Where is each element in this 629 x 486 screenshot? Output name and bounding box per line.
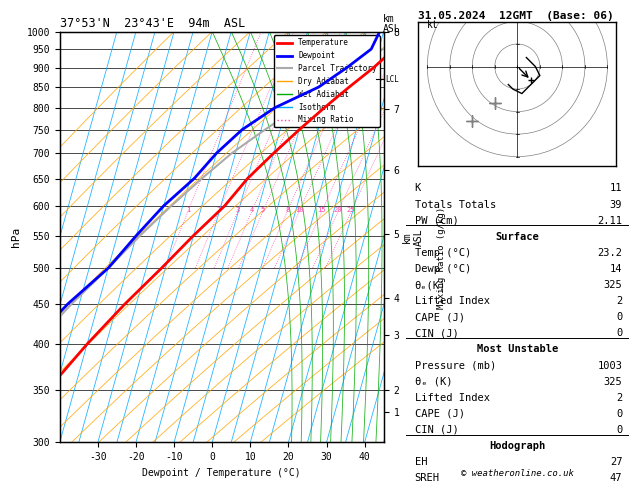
Text: 2: 2: [616, 393, 622, 403]
Text: Mixing Ratio (g/kg): Mixing Ratio (g/kg): [438, 207, 447, 309]
Text: 8: 8: [285, 207, 289, 212]
Text: Lifted Index: Lifted Index: [415, 296, 489, 306]
Text: kt: kt: [427, 20, 439, 30]
Text: 2.11: 2.11: [598, 216, 622, 226]
Text: PW (cm): PW (cm): [415, 216, 459, 226]
Text: 5: 5: [261, 207, 265, 212]
Legend: Temperature, Dewpoint, Parcel Trajectory, Dry Adiabat, Wet Adiabat, Isotherm, Mi: Temperature, Dewpoint, Parcel Trajectory…: [274, 35, 380, 127]
Text: Dewp (°C): Dewp (°C): [415, 264, 471, 274]
Text: 15: 15: [318, 207, 326, 212]
Text: Totals Totals: Totals Totals: [415, 200, 496, 209]
Text: ASL: ASL: [382, 24, 400, 34]
Text: Hodograph: Hodograph: [489, 441, 545, 451]
Text: CAPE (J): CAPE (J): [415, 312, 465, 322]
Text: 0: 0: [616, 312, 622, 322]
Text: 325: 325: [604, 377, 622, 387]
Text: Pressure (mb): Pressure (mb): [415, 361, 496, 370]
Text: SREH: SREH: [415, 473, 440, 483]
Text: 27: 27: [610, 457, 622, 467]
Text: © weatheronline.co.uk: © weatheronline.co.uk: [461, 469, 574, 478]
Text: CAPE (J): CAPE (J): [415, 409, 465, 419]
Text: CIN (J): CIN (J): [415, 329, 459, 338]
Text: Lifted Index: Lifted Index: [415, 393, 489, 403]
Text: 10: 10: [295, 207, 303, 212]
Text: 325: 325: [604, 280, 622, 290]
Text: 1: 1: [186, 207, 190, 212]
Text: Surface: Surface: [496, 232, 539, 242]
Text: K: K: [415, 184, 421, 193]
Text: θₑ(K): θₑ(K): [415, 280, 446, 290]
Text: 0: 0: [616, 329, 622, 338]
Text: 3: 3: [236, 207, 240, 212]
Y-axis label: hPa: hPa: [11, 227, 21, 247]
Text: 1003: 1003: [598, 361, 622, 370]
Text: 0: 0: [616, 425, 622, 435]
Text: 4: 4: [250, 207, 254, 212]
Text: 20: 20: [334, 207, 342, 212]
X-axis label: Dewpoint / Temperature (°C): Dewpoint / Temperature (°C): [142, 468, 301, 478]
Text: 47: 47: [610, 473, 622, 483]
Text: 23.2: 23.2: [598, 248, 622, 258]
Text: Most Unstable: Most Unstable: [477, 345, 558, 354]
Text: Temp (°C): Temp (°C): [415, 248, 471, 258]
Text: 39: 39: [610, 200, 622, 209]
Text: CIN (J): CIN (J): [415, 425, 459, 435]
Text: 11: 11: [610, 184, 622, 193]
Text: 25: 25: [347, 207, 355, 212]
Text: θₑ (K): θₑ (K): [415, 377, 452, 387]
Text: km: km: [382, 14, 394, 24]
Text: 31.05.2024  12GMT  (Base: 06): 31.05.2024 12GMT (Base: 06): [418, 11, 614, 21]
Y-axis label: km
ASL: km ASL: [402, 228, 424, 246]
Text: EH: EH: [415, 457, 427, 467]
Text: 0: 0: [616, 409, 622, 419]
Text: 2: 2: [616, 296, 622, 306]
Text: LCL: LCL: [386, 74, 399, 84]
Text: 14: 14: [610, 264, 622, 274]
Text: 2: 2: [216, 207, 221, 212]
Text: 37°53'N  23°43'E  94m  ASL: 37°53'N 23°43'E 94m ASL: [60, 17, 245, 31]
